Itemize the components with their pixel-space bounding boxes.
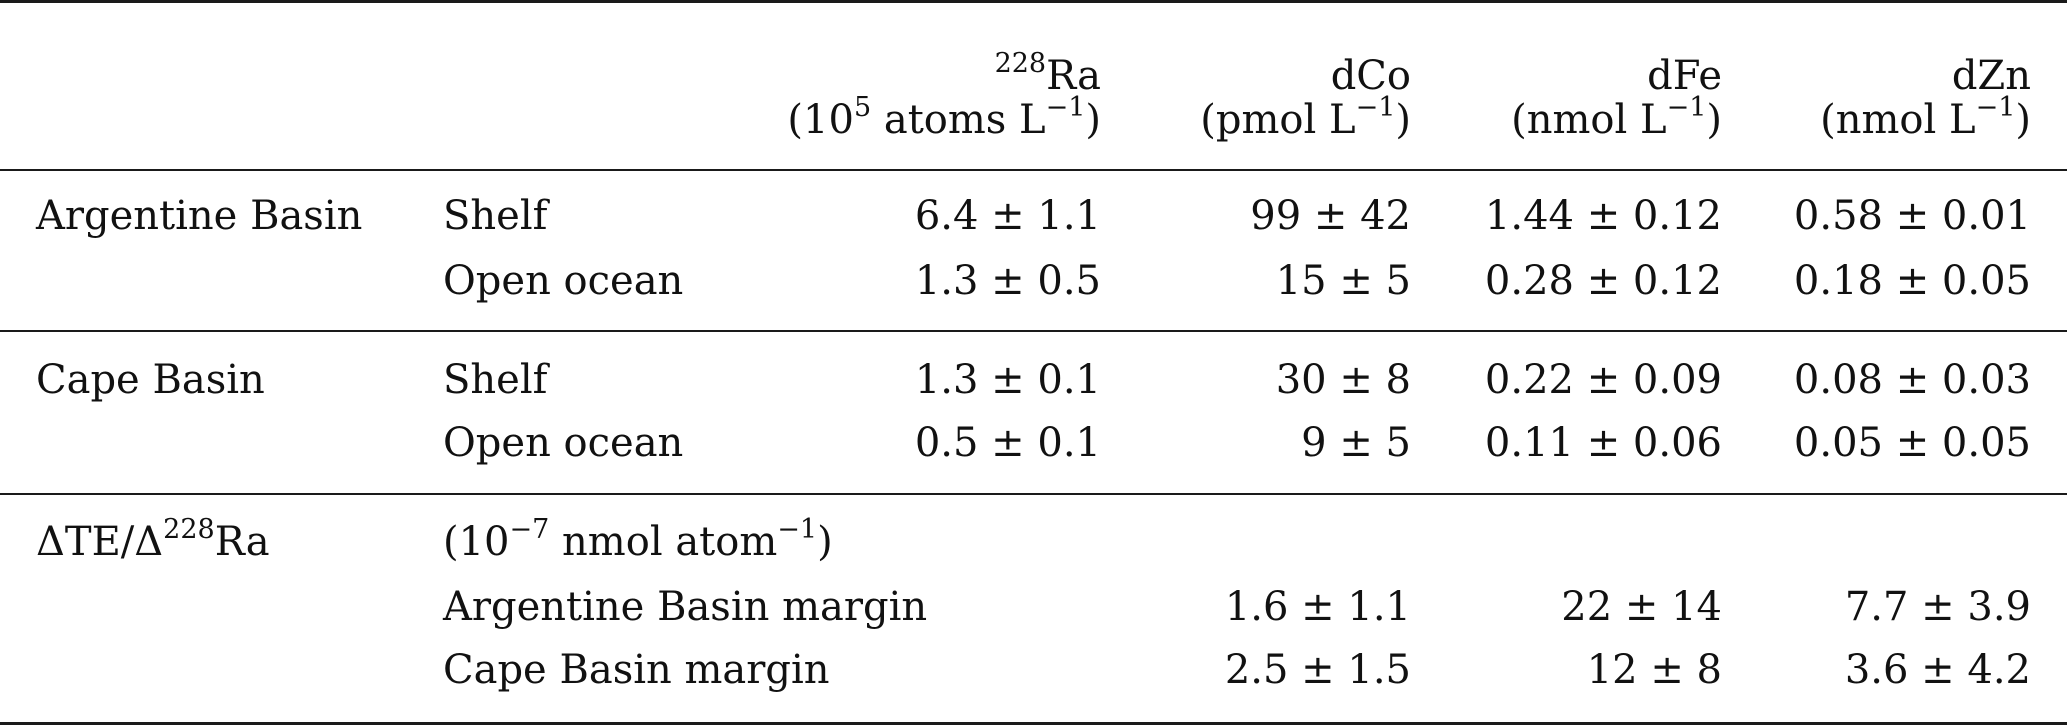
ratio-label: ΔTE/Δ228Ra xyxy=(36,514,270,565)
row-label: Open ocean xyxy=(443,258,684,304)
header-fe-name: dFe xyxy=(1647,53,1722,99)
value-ra: 1.3 ± 0.5 xyxy=(914,258,1101,304)
header-ra-unit: (105 atoms L−1) xyxy=(787,92,1101,143)
value-co: 15 ± 5 xyxy=(1275,258,1411,304)
value-co: 30 ± 8 xyxy=(1275,357,1411,403)
header-co-name: dCo xyxy=(1330,53,1411,99)
header-ra-name: 228Ra xyxy=(994,48,1101,99)
cape-group-rule xyxy=(0,493,2067,495)
value-fe: 22 ± 14 xyxy=(1561,584,1722,630)
row-label: Shelf xyxy=(443,193,548,239)
value-ra: 1.3 ± 0.1 xyxy=(914,357,1101,403)
header-zn-unit: (nmol L−1) xyxy=(1820,92,2031,143)
value-fe: 0.22 ± 0.09 xyxy=(1484,357,1722,403)
value-zn: 0.08 ± 0.03 xyxy=(1793,357,2031,403)
value-co: 1.6 ± 1.1 xyxy=(1224,584,1411,630)
value-ra: 0.5 ± 0.1 xyxy=(914,420,1101,466)
header-co-unit: (pmol L−1) xyxy=(1200,92,1411,143)
value-zn: 0.58 ± 0.01 xyxy=(1793,193,2031,239)
header-rule xyxy=(0,169,2067,171)
value-zn: 3.6 ± 4.2 xyxy=(1844,647,2031,693)
value-fe: 12 ± 8 xyxy=(1586,647,1722,693)
value-co: 2.5 ± 1.5 xyxy=(1224,647,1411,693)
value-zn: 0.05 ± 0.05 xyxy=(1793,420,2031,466)
row-label: Argentine Basin margin xyxy=(443,584,928,630)
value-fe: 1.44 ± 0.12 xyxy=(1484,193,1722,239)
value-co: 9 ± 5 xyxy=(1301,420,1411,466)
header-fe-unit: (nmol L−1) xyxy=(1511,92,1722,143)
row-label: Shelf xyxy=(443,357,548,403)
value-fe: 0.11 ± 0.06 xyxy=(1484,420,1722,466)
top-rule xyxy=(0,0,2067,3)
value-fe: 0.28 ± 0.12 xyxy=(1484,258,1722,304)
ratio-unit: (10−7 nmol atom−1) xyxy=(443,514,833,565)
value-zn: 0.18 ± 0.05 xyxy=(1793,258,2031,304)
argentine-group-rule xyxy=(0,330,2067,332)
group-label-cape: Cape Basin xyxy=(36,357,265,403)
row-label: Cape Basin margin xyxy=(443,647,830,693)
bottom-rule xyxy=(0,722,2067,725)
value-co: 99 ± 42 xyxy=(1250,193,1411,239)
group-label-argentine: Argentine Basin xyxy=(36,193,363,239)
value-ra: 6.4 ± 1.1 xyxy=(914,193,1101,239)
row-label: Open ocean xyxy=(443,420,684,466)
header-zn-name: dZn xyxy=(1951,53,2031,99)
value-zn: 7.7 ± 3.9 xyxy=(1844,584,2031,630)
